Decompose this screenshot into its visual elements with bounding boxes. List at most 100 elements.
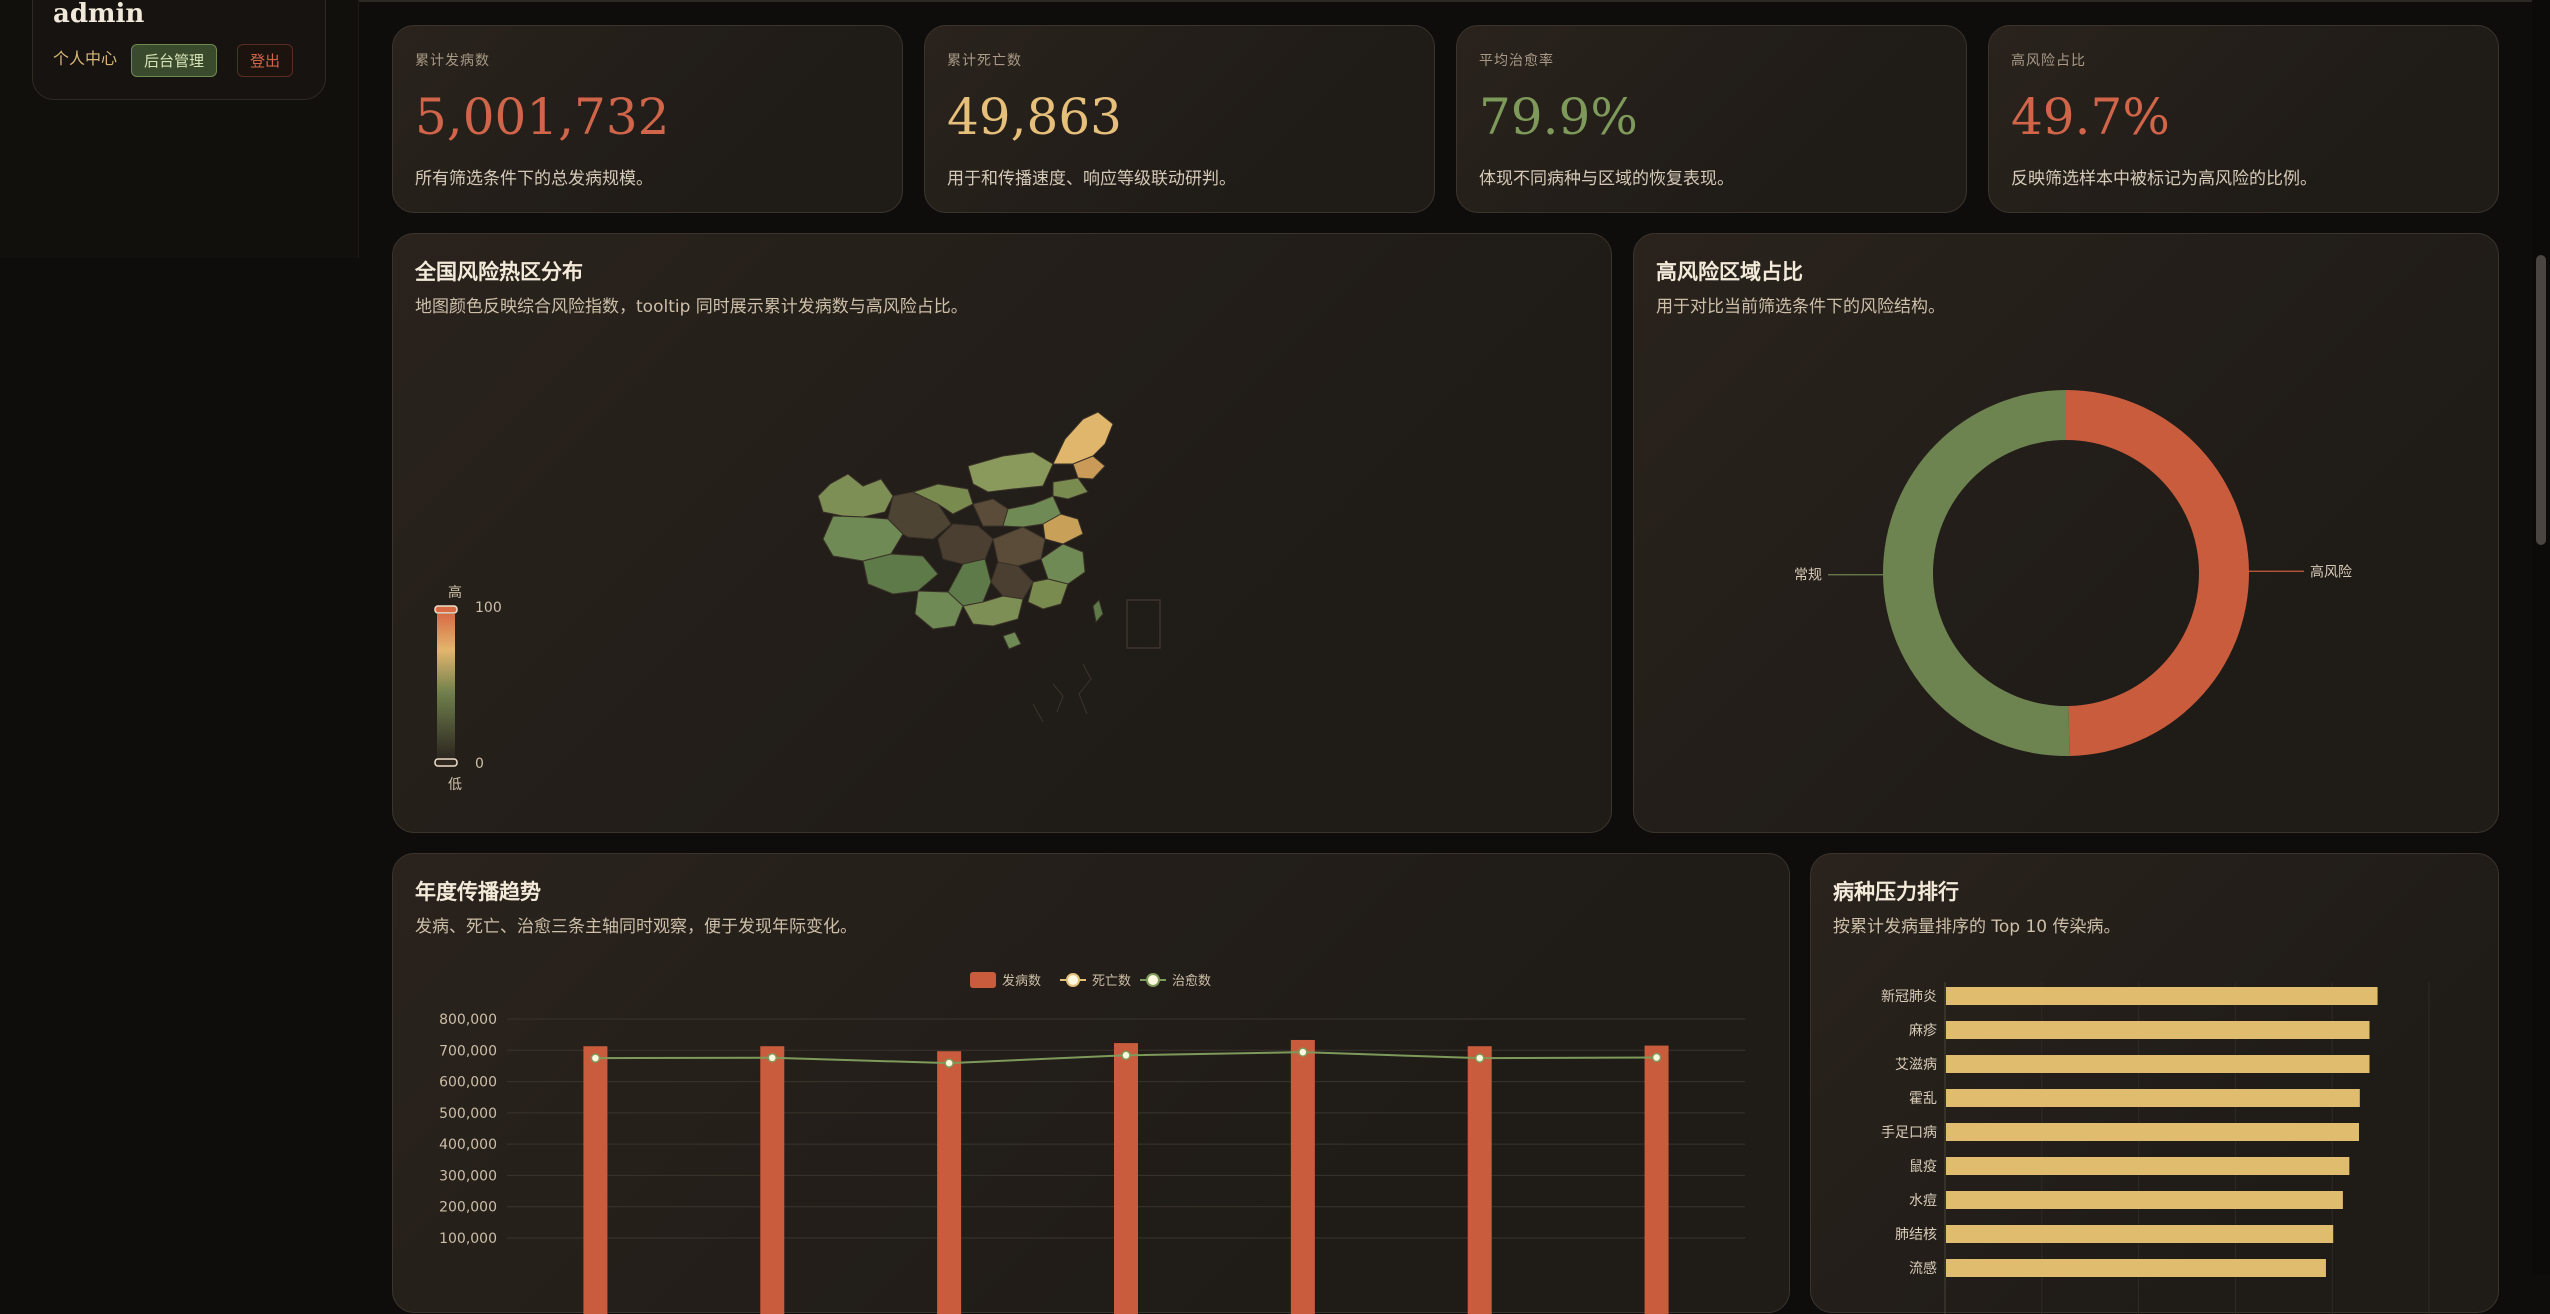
panel-title: 病种压力排行 bbox=[1833, 880, 1959, 904]
legend-label[interactable]: 死亡数 bbox=[1092, 974, 1131, 989]
region-tibet-east bbox=[862, 553, 939, 595]
china-map[interactable]: 高 100 0 低 bbox=[393, 234, 1613, 834]
username: admin bbox=[53, 0, 145, 29]
panel-title: 高风险区域占比 bbox=[1656, 260, 1803, 284]
kpi-description: 体现不同病种与区域的恢复表现。 bbox=[1479, 169, 1734, 189]
risk-map-panel: 全国风险热区分布 地图颜色反映综合风险指数，tooltip 同时展示累计发病数与… bbox=[392, 233, 1612, 833]
kpi-label: 高风险占比 bbox=[2011, 53, 2086, 69]
map-regions[interactable] bbox=[817, 411, 1114, 650]
legend-bottom-handle[interactable] bbox=[434, 758, 458, 767]
kpi-card-cure-rate: 平均治愈率 79.9% 体现不同病种与区域的恢复表现。 bbox=[1456, 25, 1967, 213]
y-tick-label: 700,000 bbox=[439, 1043, 497, 1059]
legend-top-handle[interactable] bbox=[434, 605, 458, 614]
legend-min-label: 0 bbox=[475, 756, 484, 772]
scrollbar-thumb[interactable] bbox=[2536, 255, 2546, 545]
legend-marker[interactable] bbox=[1146, 973, 1160, 987]
region-liaoning bbox=[1052, 477, 1089, 500]
window-top-border bbox=[0, 0, 2550, 2]
region-henan-hubei bbox=[992, 526, 1046, 567]
point-cured[interactable] bbox=[1121, 1050, 1131, 1061]
region-hunan bbox=[990, 561, 1034, 600]
legend-low-label: 低 bbox=[448, 777, 462, 793]
panel-subtitle: 发病、死亡、治愈三条主轴同时观察，便于发现年际变化。 bbox=[415, 917, 857, 937]
bar-cases[interactable] bbox=[760, 1046, 785, 1314]
bar-cases[interactable] bbox=[1467, 1046, 1492, 1314]
point-cured[interactable] bbox=[767, 1053, 778, 1063]
legend-max-label: 100 bbox=[475, 600, 502, 616]
bar-cases[interactable] bbox=[1114, 1043, 1138, 1314]
kpi-description: 用于和传播速度、响应等级联动研判。 bbox=[947, 169, 1236, 189]
slice-label: 高风险 bbox=[2310, 563, 2352, 580]
point-cured[interactable] bbox=[590, 1053, 601, 1063]
donut-slice[interactable] bbox=[2066, 390, 2249, 756]
rank-bar[interactable] bbox=[1946, 1021, 2370, 1039]
kpi-value: 49.7% bbox=[2011, 88, 2170, 146]
legend-marker[interactable] bbox=[1066, 973, 1080, 987]
category-label: 手足口病 bbox=[1881, 1125, 1937, 1141]
rank-bar[interactable] bbox=[1946, 987, 2378, 1005]
legend-label[interactable]: 治愈数 bbox=[1172, 974, 1211, 989]
category-label: 流感 bbox=[1909, 1260, 1937, 1277]
bar-cases[interactable] bbox=[1290, 1039, 1315, 1314]
panel-title: 年度传播趋势 bbox=[415, 880, 541, 904]
user-card: admin 个人中心 后台管理 登出 bbox=[32, 0, 326, 100]
sidebar: admin 个人中心 后台管理 登出 bbox=[0, 0, 359, 258]
y-tick-label: 400,000 bbox=[439, 1137, 497, 1153]
donut-slice[interactable] bbox=[1882, 390, 2070, 757]
region-yunnan bbox=[914, 590, 964, 630]
rank-bar[interactable] bbox=[1946, 1259, 2326, 1277]
profile-link[interactable]: 个人中心 bbox=[53, 49, 118, 68]
region-xinjiang bbox=[817, 473, 894, 518]
point-cured[interactable] bbox=[1474, 1053, 1485, 1063]
category-label: 肺结核 bbox=[1895, 1227, 1937, 1243]
vertical-scrollbar[interactable] bbox=[2532, 0, 2550, 1275]
trend-chart[interactable]: 发病数 死亡数 治愈数 800,000 700,000 600,000 500,000 400… bbox=[393, 854, 1791, 1314]
slice-label: 常规 bbox=[1794, 568, 1822, 584]
admin-button[interactable]: 后台管理 bbox=[131, 44, 218, 77]
kpi-description: 所有筛选条件下的总发病规模。 bbox=[415, 169, 653, 189]
bar-cases[interactable] bbox=[937, 1051, 962, 1314]
kpi-value: 49,863 bbox=[947, 88, 1122, 146]
high-risk-ratio-panel: 高风险区域占比 用于对比当前筛选条件下的风险结构。 高风险 常规 bbox=[1633, 233, 2499, 833]
category-label: 鼠疫 bbox=[1909, 1159, 1937, 1175]
rank-bar[interactable] bbox=[1946, 1089, 2360, 1107]
rank-bar[interactable] bbox=[1946, 1157, 2350, 1175]
panel-subtitle: 用于对比当前筛选条件下的风险结构。 bbox=[1656, 297, 1945, 317]
category-label: 新冠肺炎 bbox=[1881, 989, 1937, 1005]
kpi-label: 累计发病数 bbox=[415, 53, 490, 69]
y-tick-label: 300,000 bbox=[439, 1168, 497, 1184]
point-cured[interactable] bbox=[944, 1058, 954, 1068]
point-cured[interactable] bbox=[1651, 1052, 1662, 1063]
south-sea-inset bbox=[1126, 599, 1161, 649]
y-tick-label: 500,000 bbox=[439, 1106, 497, 1122]
y-tick-label: 100,000 bbox=[439, 1231, 497, 1247]
legend-label[interactable]: 发病数 bbox=[1002, 973, 1041, 989]
rank-bar[interactable] bbox=[1946, 1225, 2334, 1243]
annual-trend-panel: 年度传播趋势 发病、死亡、治愈三条主轴同时观察，便于发现年际变化。 发病数 死亡数… bbox=[392, 853, 1791, 1314]
bar-cases[interactable] bbox=[583, 1046, 608, 1314]
region-taiwan bbox=[1092, 599, 1104, 624]
kpi-value: 5,001,732 bbox=[415, 88, 670, 146]
kpi-card-high-risk: 高风险占比 49.7% 反映筛选样本中被标记为高风险的比例。 bbox=[1988, 25, 2499, 213]
region-sichuan bbox=[937, 523, 994, 565]
kpi-label: 平均治愈率 bbox=[1479, 53, 1554, 69]
category-label: 霍乱 bbox=[1909, 1091, 1937, 1107]
bar-cases[interactable] bbox=[1644, 1045, 1669, 1314]
point-cured[interactable] bbox=[1298, 1047, 1308, 1057]
logout-button[interactable]: 登出 bbox=[237, 44, 294, 77]
panel-subtitle: 地图颜色反映综合风险指数，tooltip 同时展示累计发病数与高风险占比。 bbox=[415, 297, 968, 317]
rank-bar[interactable] bbox=[1946, 1055, 2370, 1073]
kpi-value: 79.9% bbox=[1479, 88, 1638, 146]
rank-bar[interactable] bbox=[1946, 1123, 2360, 1141]
panel-title: 全国风险热区分布 bbox=[415, 260, 583, 284]
region-guangxi-guangdong bbox=[962, 595, 1024, 627]
category-label: 麻疹 bbox=[1909, 1023, 1937, 1039]
kpi-label: 累计死亡数 bbox=[947, 53, 1022, 69]
donut-chart[interactable]: 高风险 常规 bbox=[1634, 234, 2500, 834]
region-jiangsu-zhejiang bbox=[1040, 543, 1086, 585]
rank-bar[interactable] bbox=[1946, 1191, 2343, 1209]
legend-swatch-cases[interactable] bbox=[970, 972, 996, 988]
region-ningxia-shaanxi bbox=[972, 498, 1009, 527]
region-heilongjiang bbox=[1052, 411, 1114, 465]
